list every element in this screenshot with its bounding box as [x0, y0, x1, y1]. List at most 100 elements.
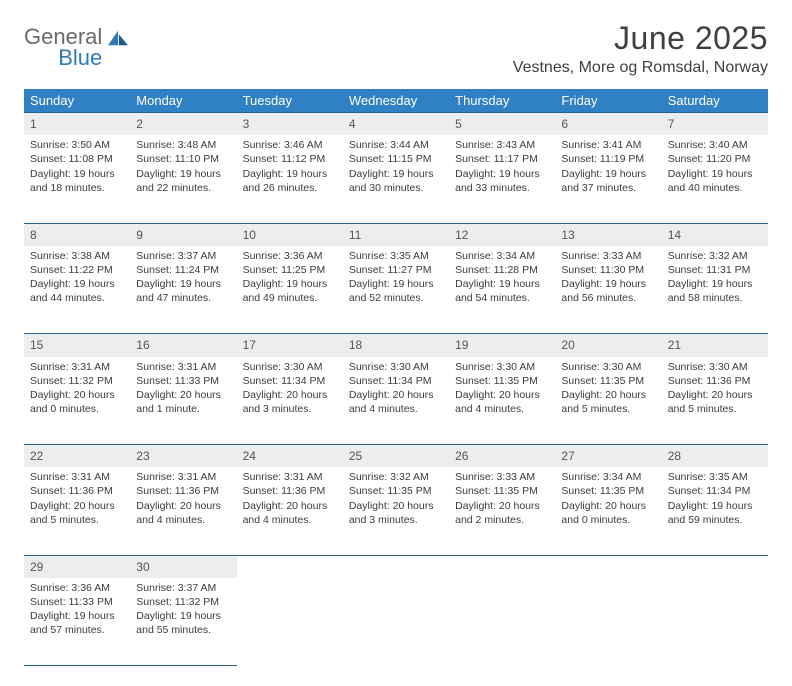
daylight-line: Daylight: 20 hours and 1 minute.: [136, 388, 230, 416]
day-number-cell: 7: [662, 113, 768, 136]
day-number-cell: 22: [24, 445, 130, 468]
day-number-cell: 25: [343, 445, 449, 468]
day-cell: Sunrise: 3:43 AMSunset: 11:17 PMDaylight…: [449, 135, 555, 223]
logo-mark-icon: [107, 29, 129, 47]
day-cell: Sunrise: 3:30 AMSunset: 11:35 PMDaylight…: [449, 357, 555, 445]
day-number-cell: 10: [237, 223, 343, 246]
daylight-line: Daylight: 20 hours and 5 minutes.: [668, 388, 762, 416]
sunset-line: Sunset: 11:15 PM: [349, 152, 443, 166]
day-number-cell: 30: [130, 555, 236, 578]
weekday-header: Monday: [130, 89, 236, 113]
weekday-header: Sunday: [24, 89, 130, 113]
day-cell: [237, 578, 343, 666]
weekday-header: Tuesday: [237, 89, 343, 113]
sunrise-line: Sunrise: 3:43 AM: [455, 138, 549, 152]
sunset-line: Sunset: 11:17 PM: [455, 152, 549, 166]
daylight-line: Daylight: 19 hours and 37 minutes.: [561, 167, 655, 195]
location-label: Vestnes, More og Romsdal, Norway: [513, 59, 768, 77]
sunset-line: Sunset: 11:35 PM: [561, 484, 655, 498]
daylight-line: Daylight: 20 hours and 0 minutes.: [30, 388, 124, 416]
daylight-line: Daylight: 20 hours and 3 minutes.: [243, 388, 337, 416]
sunset-line: Sunset: 11:22 PM: [30, 263, 124, 277]
sunset-line: Sunset: 11:36 PM: [668, 374, 762, 388]
day-number-cell: 17: [237, 334, 343, 357]
daylight-line: Daylight: 20 hours and 4 minutes.: [243, 499, 337, 527]
daylight-line: Daylight: 19 hours and 55 minutes.: [136, 609, 230, 637]
logo-text-blue: Blue: [24, 47, 102, 69]
daylight-line: Daylight: 20 hours and 5 minutes.: [561, 388, 655, 416]
weekday-header: Friday: [555, 89, 661, 113]
day-number-cell: 2: [130, 113, 236, 136]
sunrise-line: Sunrise: 3:31 AM: [136, 360, 230, 374]
sunset-line: Sunset: 11:34 PM: [349, 374, 443, 388]
sunrise-line: Sunrise: 3:40 AM: [668, 138, 762, 152]
day-cell: Sunrise: 3:41 AMSunset: 11:19 PMDaylight…: [555, 135, 661, 223]
sunrise-line: Sunrise: 3:41 AM: [561, 138, 655, 152]
daylight-line: Daylight: 19 hours and 26 minutes.: [243, 167, 337, 195]
day-cell: Sunrise: 3:31 AMSunset: 11:36 PMDaylight…: [130, 467, 236, 555]
daylight-line: Daylight: 19 hours and 54 minutes.: [455, 277, 549, 305]
day-number-cell: 24: [237, 445, 343, 468]
sunrise-line: Sunrise: 3:35 AM: [668, 470, 762, 484]
sunrise-line: Sunrise: 3:34 AM: [455, 249, 549, 263]
sunrise-line: Sunrise: 3:30 AM: [349, 360, 443, 374]
day-cell: Sunrise: 3:35 AMSunset: 11:27 PMDaylight…: [343, 246, 449, 334]
day-cell: Sunrise: 3:31 AMSunset: 11:36 PMDaylight…: [237, 467, 343, 555]
day-cell: Sunrise: 3:33 AMSunset: 11:35 PMDaylight…: [449, 467, 555, 555]
day-number-cell: 3: [237, 113, 343, 136]
sunrise-line: Sunrise: 3:33 AM: [561, 249, 655, 263]
sunrise-line: Sunrise: 3:46 AM: [243, 138, 337, 152]
sunset-line: Sunset: 11:19 PM: [561, 152, 655, 166]
sunrise-line: Sunrise: 3:50 AM: [30, 138, 124, 152]
daylight-line: Daylight: 20 hours and 5 minutes.: [30, 499, 124, 527]
day-cell: Sunrise: 3:32 AMSunset: 11:35 PMDaylight…: [343, 467, 449, 555]
day-cell: Sunrise: 3:38 AMSunset: 11:22 PMDaylight…: [24, 246, 130, 334]
sunset-line: Sunset: 11:35 PM: [349, 484, 443, 498]
day-cell: [449, 578, 555, 666]
sunset-line: Sunset: 11:32 PM: [136, 595, 230, 609]
sunset-line: Sunset: 11:32 PM: [30, 374, 124, 388]
daylight-line: Daylight: 19 hours and 56 minutes.: [561, 277, 655, 305]
sunrise-line: Sunrise: 3:37 AM: [136, 249, 230, 263]
daylight-line: Daylight: 19 hours and 30 minutes.: [349, 167, 443, 195]
day-cell: Sunrise: 3:31 AMSunset: 11:33 PMDaylight…: [130, 357, 236, 445]
sunset-line: Sunset: 11:20 PM: [668, 152, 762, 166]
daylight-line: Daylight: 20 hours and 0 minutes.: [561, 499, 655, 527]
page-title: June 2025: [513, 20, 768, 57]
daylight-line: Daylight: 19 hours and 52 minutes.: [349, 277, 443, 305]
sunrise-line: Sunrise: 3:32 AM: [349, 470, 443, 484]
day-number-cell: 8: [24, 223, 130, 246]
sunrise-line: Sunrise: 3:31 AM: [243, 470, 337, 484]
day-cell: Sunrise: 3:34 AMSunset: 11:28 PMDaylight…: [449, 246, 555, 334]
day-number-cell: 16: [130, 334, 236, 357]
daylight-line: Daylight: 19 hours and 58 minutes.: [668, 277, 762, 305]
sunset-line: Sunset: 11:33 PM: [30, 595, 124, 609]
sunset-line: Sunset: 11:33 PM: [136, 374, 230, 388]
sunrise-line: Sunrise: 3:31 AM: [30, 360, 124, 374]
day-number-cell: [343, 555, 449, 578]
daylight-line: Daylight: 19 hours and 22 minutes.: [136, 167, 230, 195]
sunrise-line: Sunrise: 3:31 AM: [30, 470, 124, 484]
day-cell: Sunrise: 3:34 AMSunset: 11:35 PMDaylight…: [555, 467, 661, 555]
sunset-line: Sunset: 11:35 PM: [455, 374, 549, 388]
day-number-cell: 15: [24, 334, 130, 357]
day-cell: Sunrise: 3:31 AMSunset: 11:32 PMDaylight…: [24, 357, 130, 445]
weekday-header-row: SundayMondayTuesdayWednesdayThursdayFrid…: [24, 89, 768, 113]
day-cell: Sunrise: 3:35 AMSunset: 11:34 PMDaylight…: [662, 467, 768, 555]
day-cell: Sunrise: 3:44 AMSunset: 11:15 PMDaylight…: [343, 135, 449, 223]
day-cell: Sunrise: 3:30 AMSunset: 11:34 PMDaylight…: [343, 357, 449, 445]
sunrise-line: Sunrise: 3:38 AM: [30, 249, 124, 263]
day-number-cell: 29: [24, 555, 130, 578]
day-number-cell: 21: [662, 334, 768, 357]
day-number-cell: 28: [662, 445, 768, 468]
sunset-line: Sunset: 11:25 PM: [243, 263, 337, 277]
sunrise-line: Sunrise: 3:36 AM: [30, 581, 124, 595]
sunrise-line: Sunrise: 3:44 AM: [349, 138, 443, 152]
sunrise-line: Sunrise: 3:30 AM: [243, 360, 337, 374]
sunset-line: Sunset: 11:36 PM: [136, 484, 230, 498]
sunset-line: Sunset: 11:24 PM: [136, 263, 230, 277]
day-number-cell: 23: [130, 445, 236, 468]
daylight-line: Daylight: 19 hours and 59 minutes.: [668, 499, 762, 527]
sunrise-line: Sunrise: 3:35 AM: [349, 249, 443, 263]
day-number-cell: 14: [662, 223, 768, 246]
